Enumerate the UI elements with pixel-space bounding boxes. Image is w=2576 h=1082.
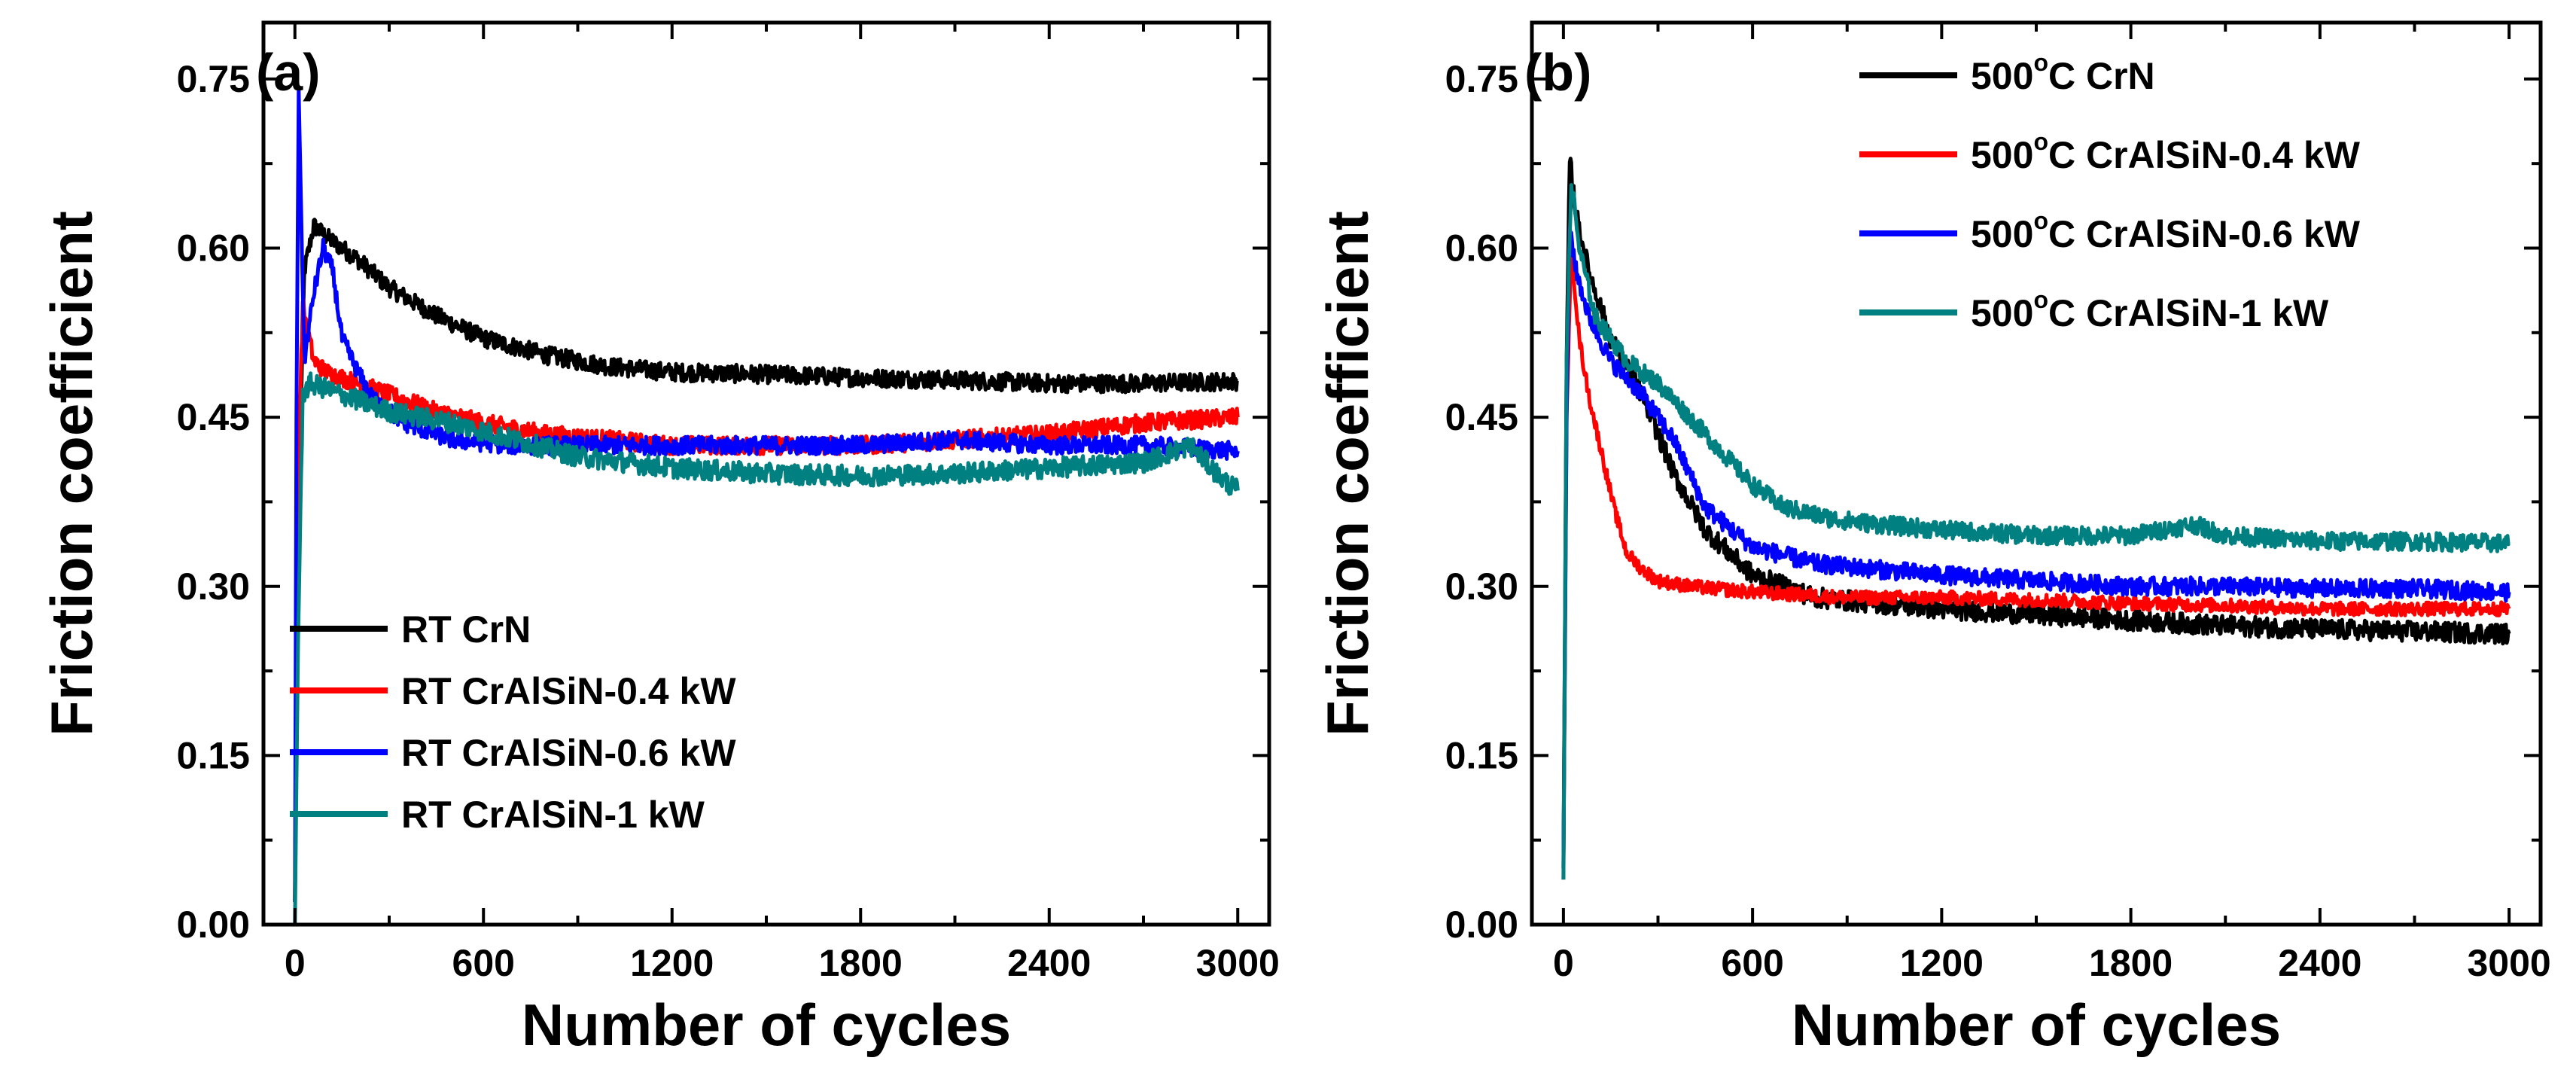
legend-label: 500oC CrAlSiN-1 kW xyxy=(1971,286,2329,334)
series-line-rt-crn xyxy=(293,218,1239,903)
series-line-500-c-cralsin-1-kw xyxy=(1561,183,2511,880)
x-tick-label: 3000 xyxy=(2468,942,2551,984)
x-tick-label: 1800 xyxy=(819,942,903,984)
y-tick-label: 0.30 xyxy=(177,565,250,608)
legend-label: 500oC CrN xyxy=(1971,49,2155,97)
x-tick-label: 600 xyxy=(1721,942,1783,984)
x-tick-label: 0 xyxy=(285,942,306,984)
x-axis-title: Number of cycles xyxy=(522,992,1011,1058)
legend-label: RT CrAlSiN-0.4 kW xyxy=(401,670,736,712)
y-tick-label: 0.60 xyxy=(1445,227,1518,270)
y-tick-label: 0.75 xyxy=(1445,58,1518,100)
x-axis-title: Number of cycles xyxy=(1792,992,2281,1058)
plot-frame xyxy=(1530,20,2543,927)
legend-label: 500oC CrAlSiN-0.6 kW xyxy=(1971,207,2361,255)
series-line-rt-cralsin-0-6-kw xyxy=(293,88,1240,903)
series-line-500-c-cralsin-0-6-kw xyxy=(1561,224,2511,869)
y-axis-title: Friction coefficient xyxy=(1314,211,1381,736)
legend-label: RT CrAlSiN-0.6 kW xyxy=(401,732,736,774)
y-tick-label: 0.75 xyxy=(177,58,250,100)
series-line-500-c-cralsin-0-4-kw xyxy=(1561,245,2511,880)
y-tick-label: 0.00 xyxy=(177,904,250,946)
chart-panel-0: 0 600 1200 1800 2400 3000 0.00 0.15 0.30 0.45 0.60… xyxy=(38,20,1280,1058)
y-tick-label: 0.00 xyxy=(1445,904,1518,946)
x-tick-label: 0 xyxy=(1553,942,1574,984)
y-tick-label: 0.30 xyxy=(1445,565,1518,608)
x-tick-label: 1200 xyxy=(630,942,714,984)
legend: RT CrN RT CrAlSiN-0.4 kW RT CrAlSiN-0.6 kW… xyxy=(290,608,736,836)
legend-label: RT CrN xyxy=(401,608,531,651)
series-line-500-c-crn xyxy=(1561,157,2511,869)
panel-label: (b) xyxy=(1524,43,1591,102)
legend-label: RT CrAlSiN-1 kW xyxy=(401,794,705,836)
y-tick-label: 0.15 xyxy=(1445,734,1518,776)
panel-label: (a) xyxy=(256,43,321,102)
x-tick-label: 600 xyxy=(452,942,515,984)
x-tick-label: 1200 xyxy=(1900,942,1984,984)
x-tick-label: 2400 xyxy=(1007,942,1091,984)
legend: 500oC CrN 500oC CrAlSiN-0.4 kW 500oC CrAlS… xyxy=(1859,49,2361,334)
series-line-rt-cralsin-1-kw xyxy=(293,371,1240,925)
x-tick-label: 3000 xyxy=(1196,942,1280,984)
y-tick-label: 0.15 xyxy=(177,734,250,776)
chart-panel-1: 0 600 1200 1800 2400 3000 0.00 0.15 0.30 0.45 0.60… xyxy=(1314,20,2551,1058)
x-tick-label: 1800 xyxy=(2089,942,2173,984)
y-tick-label: 0.45 xyxy=(1445,396,1518,438)
y-tick-label: 0.60 xyxy=(177,227,250,270)
x-tick-label: 2400 xyxy=(2278,942,2361,984)
y-axis-title: Friction coefficient xyxy=(38,211,105,736)
legend-label: 500oC CrAlSiN-0.4 kW xyxy=(1971,128,2361,176)
y-tick-label: 0.45 xyxy=(177,396,250,438)
